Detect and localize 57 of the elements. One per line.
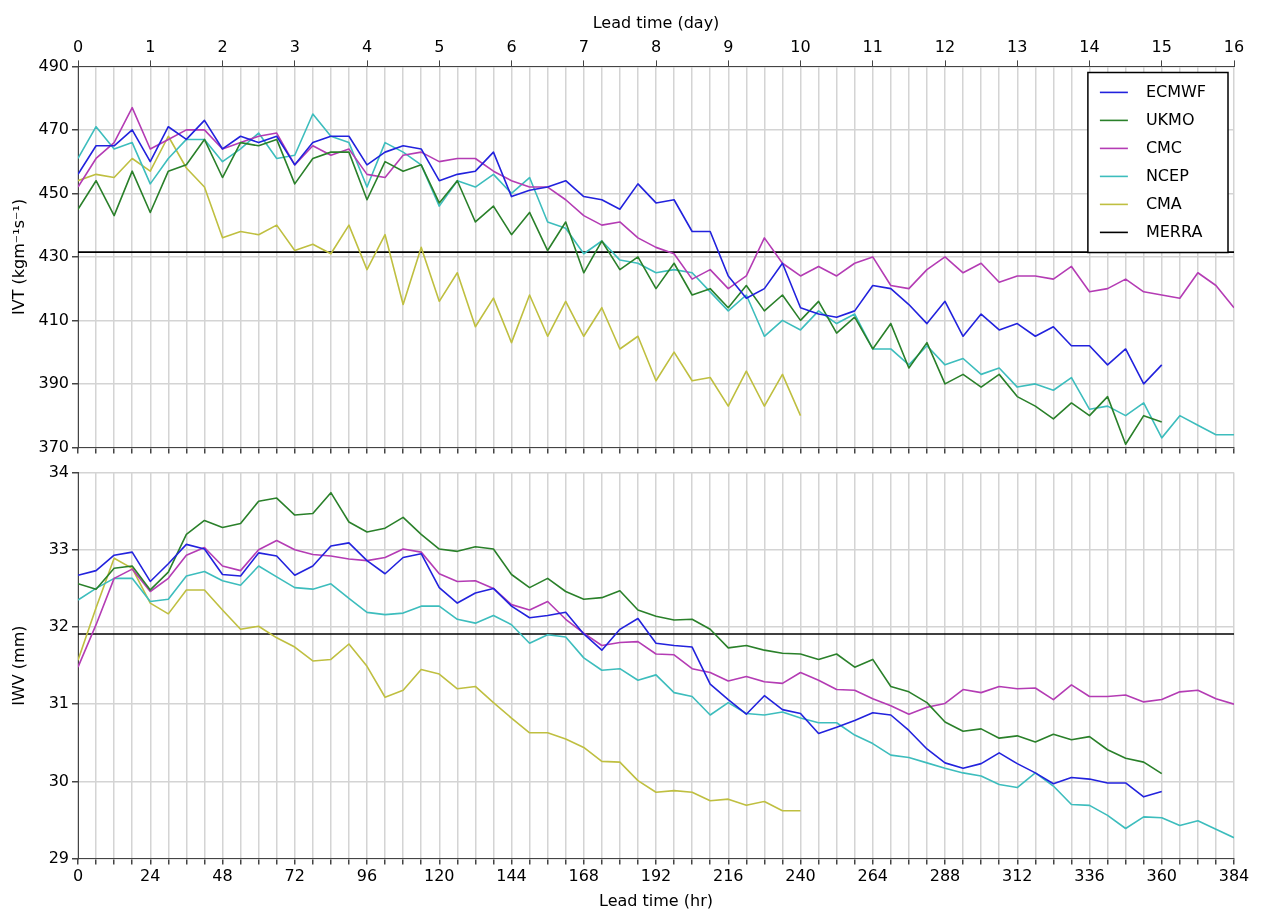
- x-tick-label: 264: [857, 866, 889, 886]
- y-tick-label: 390: [38, 373, 69, 393]
- x-tick-label: 120: [423, 866, 455, 886]
- x2-tick-label: 15: [1151, 36, 1172, 56]
- x-tick-label: 96: [356, 866, 378, 886]
- y-tick-label: 490: [38, 55, 69, 75]
- x2-tick-label: 5: [434, 36, 445, 56]
- x2-tick-label: 14: [1079, 36, 1100, 56]
- x2-tick-label: 3: [289, 36, 300, 56]
- y-tick-label: 29: [48, 847, 69, 867]
- x2-tick-label: 13: [1007, 36, 1028, 56]
- x2-tick-label: 16: [1223, 36, 1245, 56]
- y-tick-label: 32: [48, 616, 69, 636]
- x-tick-label: 312: [1001, 866, 1033, 886]
- x-tick-label: 384: [1218, 866, 1250, 886]
- y-tick-label: 430: [38, 246, 69, 266]
- x-tick-label: 288: [929, 866, 961, 886]
- x-tick-label: 24: [140, 866, 161, 886]
- x2-tick-label: 0: [72, 36, 84, 56]
- x2-tick-label: 9: [723, 36, 734, 56]
- legend-label: CMA: [1145, 193, 1182, 213]
- x-tick-label: 48: [212, 866, 233, 886]
- y-tick-label: 33: [48, 538, 69, 558]
- y-tick-label: 31: [48, 693, 69, 713]
- x-tick-label: 168: [568, 866, 600, 886]
- legend-label: MERRA: [1145, 221, 1203, 241]
- y-tick-label: 470: [38, 119, 69, 139]
- y-tick-label: 34: [48, 461, 69, 481]
- x-tick-label: 192: [640, 866, 672, 886]
- x2-tick-label: 10: [790, 36, 811, 56]
- y-tick-label: 370: [38, 436, 69, 456]
- x2-tick-label: 7: [578, 36, 589, 56]
- x-tick-label: 0: [72, 866, 84, 886]
- x-tick-label: 144: [496, 866, 527, 886]
- x-tick-label: 216: [712, 866, 744, 886]
- x2-tick-label: 1: [145, 36, 156, 56]
- y-tick-label: 410: [38, 309, 69, 329]
- x2-tick-label: 6: [506, 36, 517, 56]
- x2-axis-title: Lead time (day): [592, 12, 720, 32]
- x-tick-label: 336: [1074, 866, 1105, 886]
- x2-tick-label: 8: [650, 36, 662, 56]
- legend-label: ECMWF: [1145, 81, 1206, 101]
- x-tick-label: 360: [1146, 866, 1178, 886]
- y-tick-label: 30: [48, 770, 69, 790]
- legend-label: NCEP: [1145, 165, 1190, 185]
- legend-label: CMC: [1145, 137, 1183, 157]
- y-axis-title: IWV (mm): [8, 625, 28, 706]
- x-axis-title: Lead time (hr): [599, 890, 713, 910]
- x-tick-label: 72: [284, 866, 305, 886]
- x2-tick-label: 12: [934, 36, 956, 56]
- legend-label: UKMO: [1145, 109, 1195, 129]
- x2-tick-label: 2: [217, 36, 228, 56]
- y-tick-label: 450: [38, 182, 69, 202]
- x2-tick-label: 11: [862, 36, 883, 56]
- x-tick-label: 240: [785, 866, 816, 886]
- y-axis-title: IVT (kgm⁻¹s⁻¹): [8, 198, 28, 315]
- x2-tick-label: 4: [361, 36, 373, 56]
